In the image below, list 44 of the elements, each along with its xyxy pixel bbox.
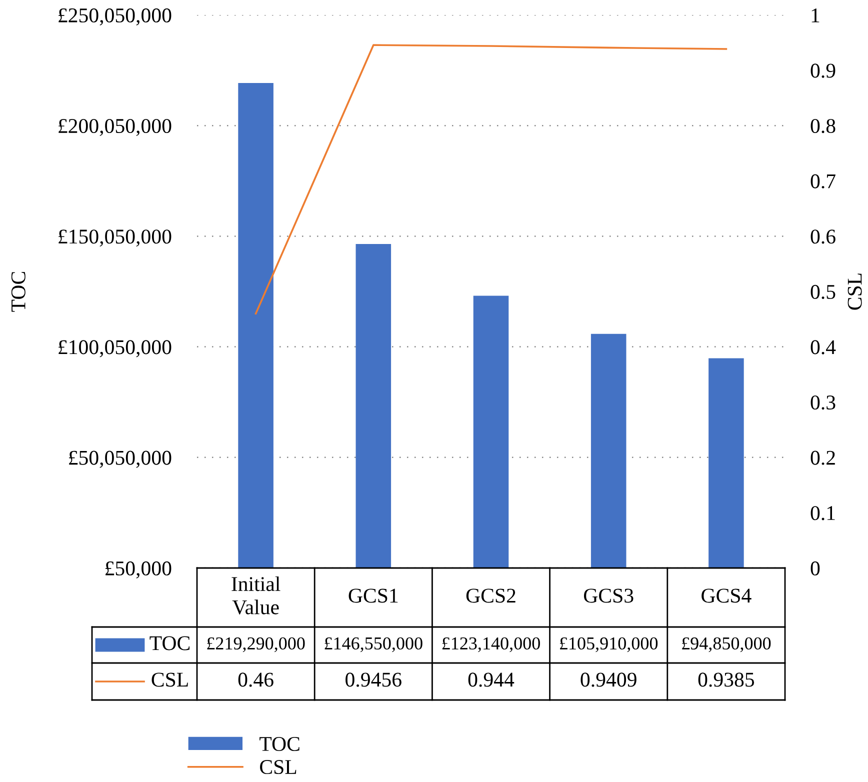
legend-label: TOC [150,636,190,650]
y2-tick-label: 1 [812,8,820,22]
data-label: £123,140,000 [442,637,540,652]
x-tick-label: GCS2 [466,588,516,603]
y2-tick-label: 0.5 [810,284,836,300]
y2-tick-label: 0.3 [810,395,836,410]
line-series [254,44,728,315]
y2-axis-title: CSL [848,274,862,310]
text: TOC [260,736,300,751]
data-label: £219,290,000 [207,637,305,652]
bar [590,334,626,568]
data-label: 0.46 [238,672,274,687]
y-tick-label: £250,050,000 [58,8,172,26]
y2-tick-label: 0.7 [810,174,836,188]
x-tick-label: Initial Value [232,576,280,614]
x-tick-label: GCS3 [584,588,634,603]
data-label: £105,910,000 [560,637,658,652]
y2-tick-label: 0.2 [810,450,835,465]
data-label: 0.944 [468,672,514,687]
data-label: 0.9409 [580,672,636,687]
y-tick-label: £200,050,000 [58,118,172,136]
bar [473,296,509,568]
legend-label: CSL [152,672,188,687]
y-axis-title: TOC [11,272,26,312]
y-tick-label: £100,050,000 [58,340,172,358]
y-tick-label: £50,000 [106,561,172,578]
data-label: 0.9456 [346,672,402,687]
x-tick-label: GCS4 [702,588,752,603]
y2-tick-label: 0.1 [810,506,835,520]
y2-tick-label: 0.6 [810,230,836,244]
text: CSL [260,760,296,774]
x-tick-label: GCS1 [348,588,398,603]
bar [356,244,392,568]
bar [238,83,274,568]
y-tick-label: £150,050,000 [58,230,172,247]
data-label: 0.9385 [698,672,754,687]
y2-tick-label: 0.8 [810,118,836,134]
y2-tick-label: 0 [810,561,820,576]
y-tick-label: £50,050,000 [69,450,172,468]
y2-tick-label: 0.9 [810,64,836,78]
data-label: £146,550,000 [324,637,422,652]
bar [708,358,744,568]
y2-tick-label: 0.4 [810,340,836,354]
data-label: £94,850,000 [682,637,771,652]
